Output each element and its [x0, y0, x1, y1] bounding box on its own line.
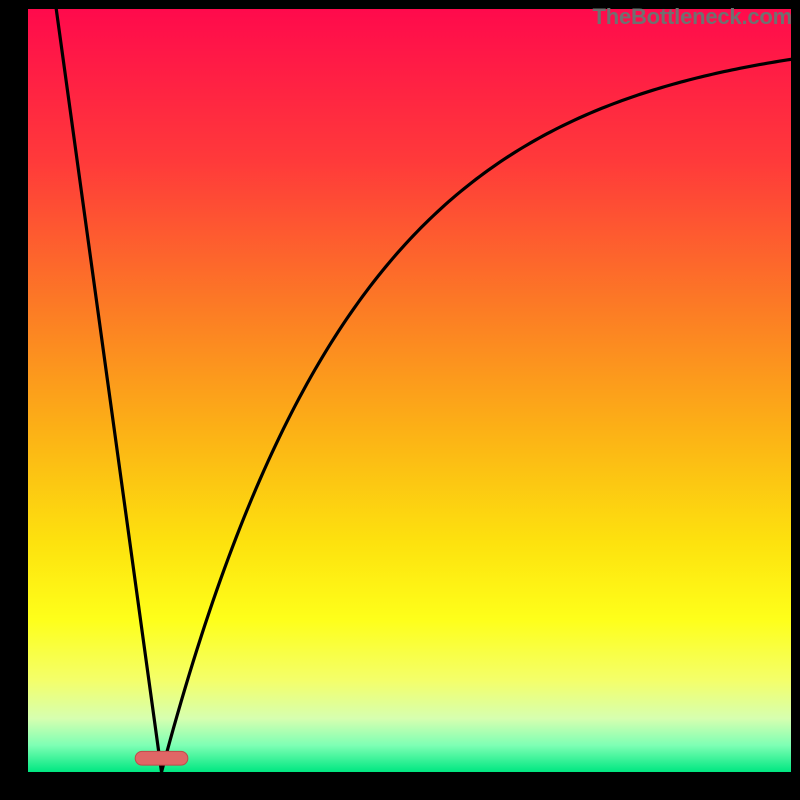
- watermark-text: TheBottleneck.com: [592, 4, 792, 30]
- chart-svg: [0, 0, 800, 800]
- optimal-marker: [135, 751, 188, 765]
- gradient-background: [28, 9, 791, 772]
- bottleneck-chart: TheBottleneck.com: [0, 0, 800, 800]
